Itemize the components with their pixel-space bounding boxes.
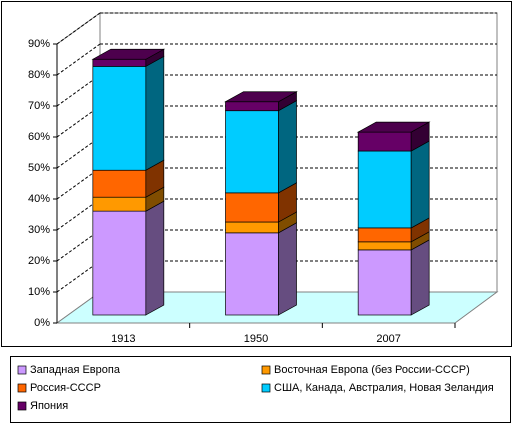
legend-swatch <box>17 383 27 393</box>
legend-swatch <box>17 401 27 411</box>
x-tick-label: 2007 <box>376 333 400 345</box>
grid-line <box>56 105 101 138</box>
bar-segment <box>357 227 412 243</box>
y-tick-label: 30% <box>28 224 50 236</box>
grid-line <box>56 260 101 293</box>
y-tick-label: 70% <box>28 100 50 112</box>
bar-segment <box>92 58 147 67</box>
bar-segment-side <box>410 140 430 229</box>
y-tick-label: 60% <box>28 131 50 143</box>
bar-segment-side <box>278 100 297 194</box>
bar-top <box>91 48 166 60</box>
bar-segment <box>357 249 412 316</box>
legend-swatch <box>17 365 27 375</box>
bar-top <box>224 91 298 103</box>
legend-label: Россия-СССР <box>30 382 101 394</box>
y-tick-label: 10% <box>28 286 50 298</box>
legend-label: Западная Европа <box>30 364 121 376</box>
y-tick-label: 50% <box>28 162 50 174</box>
bar-segment-side <box>145 55 165 171</box>
bar-segment <box>225 232 279 316</box>
x-tick-label: 1913 <box>111 333 135 345</box>
y-tick-label: 90% <box>28 38 50 50</box>
bar-segment <box>225 101 279 112</box>
grid-line <box>56 12 101 45</box>
grid-line <box>56 43 101 76</box>
legend-swatch <box>261 383 271 393</box>
bar-segment <box>92 210 147 316</box>
bar-segment <box>92 169 147 198</box>
bar-segment <box>357 241 412 251</box>
bar-segment <box>357 131 412 152</box>
bar-segment <box>225 221 279 234</box>
grid-line <box>56 167 101 200</box>
y-tick-label: 20% <box>28 255 50 267</box>
bar-segment <box>225 110 279 194</box>
grid-line <box>56 74 101 107</box>
y-tick-label: 80% <box>28 69 50 81</box>
bar-segment <box>357 150 412 229</box>
bar-top <box>356 121 431 133</box>
y-tick-label: 40% <box>28 193 50 205</box>
grid-line <box>56 229 101 262</box>
bar-segment-side <box>278 222 297 316</box>
bar-segment <box>225 192 279 223</box>
legend-label: США, Канада, Австралия, Новая Зеландия <box>274 382 494 394</box>
bar-segment-side <box>145 200 165 316</box>
legend-label: Япония <box>30 400 68 412</box>
legend-swatch <box>261 365 271 375</box>
legend-frame <box>10 356 511 423</box>
bar-segment <box>92 66 147 171</box>
bar-segment-side <box>410 239 430 316</box>
grid-line <box>56 136 101 169</box>
legend-label: Восточная Европа (без России-СССР) <box>274 364 470 376</box>
grid-line <box>56 198 101 231</box>
bar-segment <box>92 196 147 212</box>
x-tick-label: 1950 <box>244 333 268 345</box>
y-tick-label: 0% <box>34 317 50 329</box>
